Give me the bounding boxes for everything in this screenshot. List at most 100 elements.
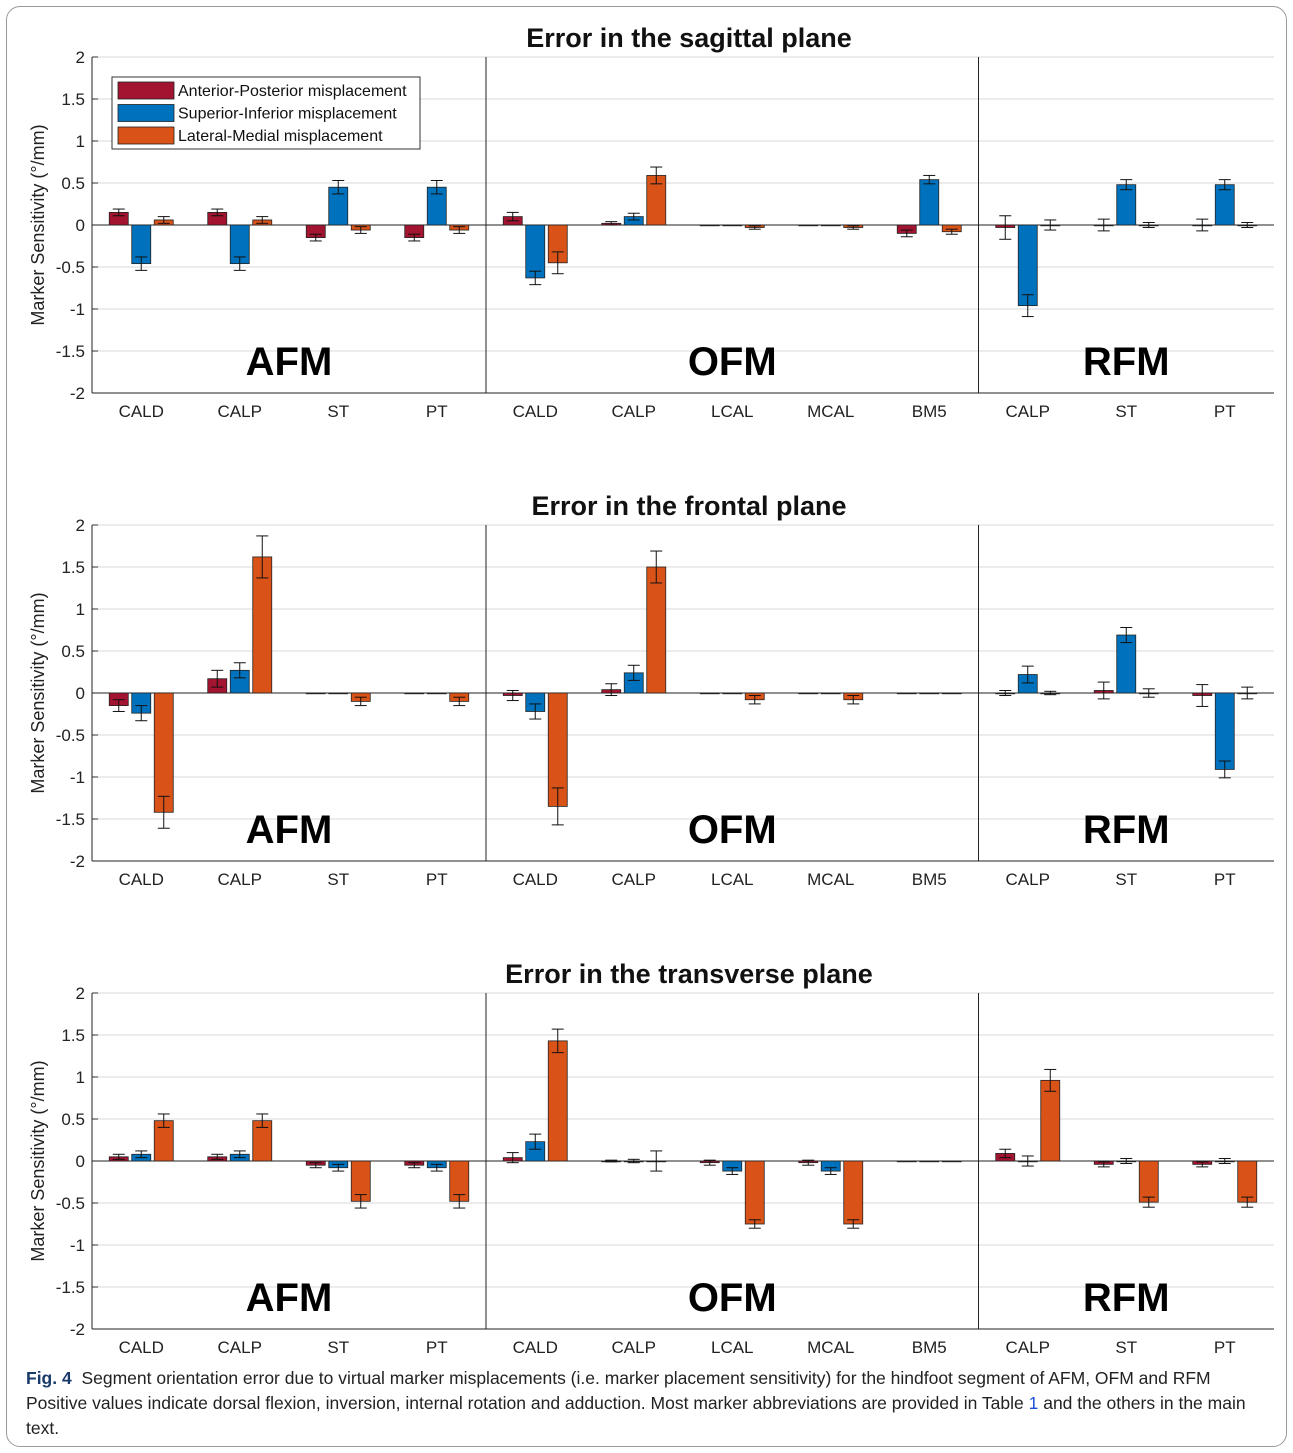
y-tick-label: 1.5 (61, 1026, 85, 1045)
bar (798, 692, 819, 695)
x-tick-label: MCAL (807, 870, 854, 889)
x-tick-label: PT (1214, 402, 1236, 421)
figure-caption-text: Segment orientation error due to virtual… (26, 1368, 1211, 1413)
panel-title: Error in the transverse plane (505, 959, 873, 989)
x-tick-label: LCAL (711, 870, 754, 889)
y-tick-label: 2 (76, 984, 85, 1003)
x-tick-label: CALD (119, 1338, 164, 1357)
y-tick-label: -1.5 (56, 810, 85, 829)
group-label-rfm: RFM (1083, 340, 1170, 384)
bar (1040, 1079, 1061, 1162)
bar (820, 692, 841, 695)
x-tick-label: CALD (119, 870, 164, 889)
y-tick-label: 0.5 (61, 1110, 85, 1129)
bar (328, 692, 349, 695)
panel-title: Error in the sagittal plane (526, 23, 852, 53)
y-tick-label: 0 (76, 684, 85, 703)
y-tick-label: 0 (76, 1152, 85, 1171)
bar (699, 224, 720, 227)
bar (305, 692, 326, 695)
chart-panel-0: Error in the sagittal plane 2 1.5 1 0.5 0 -0.5… (28, 23, 1274, 421)
x-tick-label: PT (1214, 870, 1236, 889)
figure-caption-label: Fig. 4 (26, 1368, 72, 1388)
bar (798, 224, 819, 227)
x-tick-label: CALP (218, 1338, 262, 1357)
group-label-ofm: OFM (688, 1276, 777, 1320)
bar (919, 1160, 940, 1163)
panel-title: Error in the frontal plane (531, 491, 846, 521)
y-tick-label: -2 (70, 852, 85, 871)
bar (843, 1160, 864, 1225)
x-tick-label: LCAL (711, 402, 754, 421)
group-label-rfm: RFM (1083, 808, 1170, 852)
x-tick-label: MCAL (807, 402, 854, 421)
x-tick-label: ST (1115, 402, 1137, 421)
y-tick-label: 1 (76, 132, 85, 151)
group-label-afm: AFM (246, 1276, 333, 1320)
legend-entry: Lateral-Medial misplacement (178, 128, 383, 145)
bar (820, 224, 841, 227)
x-tick-label: BM5 (912, 1338, 947, 1357)
y-axis-label: Marker Sensitivity (°/mm) (28, 592, 48, 793)
group-label-afm: AFM (246, 808, 333, 852)
x-tick-label: PT (426, 1338, 448, 1357)
bar (722, 224, 743, 227)
bar (1214, 184, 1235, 226)
y-tick-label: -1.5 (56, 1278, 85, 1297)
x-tick-label: CALP (1006, 1338, 1050, 1357)
bar (547, 1040, 568, 1162)
x-tick-label: CALD (513, 402, 558, 421)
y-tick-label: -1 (70, 768, 85, 787)
x-tick-label: ST (1115, 1338, 1137, 1357)
x-tick-label: PT (426, 402, 448, 421)
y-axis-label: Marker Sensitivity (°/mm) (28, 124, 48, 325)
bar (941, 1160, 962, 1163)
x-tick-label: CALD (119, 402, 164, 421)
x-tick-label: CALP (612, 402, 656, 421)
y-tick-label: 0 (76, 216, 85, 235)
x-tick-label: CALD (513, 1338, 558, 1357)
legend-swatch (117, 126, 175, 145)
group-label-ofm: OFM (688, 808, 777, 852)
y-tick-label: 1.5 (61, 558, 85, 577)
bar (525, 224, 546, 279)
y-tick-label: 0.5 (61, 642, 85, 661)
figure-caption: Fig. 4 Segment orientation error due to … (26, 1366, 1266, 1441)
bar (426, 692, 447, 695)
figure-charts: Error in the sagittal plane 2 1.5 1 0.5 0 -0.5… (28, 23, 1274, 1357)
table-reference-link[interactable]: 1 (1028, 1393, 1039, 1413)
x-tick-label: ST (1115, 870, 1137, 889)
group-label-afm: AFM (246, 340, 333, 384)
bar (1116, 184, 1137, 226)
x-tick-label: BM5 (912, 870, 947, 889)
x-tick-label: ST (327, 1338, 349, 1357)
figure-caption-text-end: and the others in the main text. (26, 1393, 1246, 1438)
y-tick-label: 1 (76, 600, 85, 619)
bar (153, 692, 174, 813)
bar (896, 692, 917, 695)
legend-swatch (117, 104, 175, 122)
x-tick-label: CALP (1006, 402, 1050, 421)
legend-entry: Superior-Inferior misplacement (178, 106, 397, 123)
bar (919, 179, 940, 226)
bar (1138, 1160, 1159, 1203)
bar (941, 692, 962, 695)
x-tick-label: CALP (612, 1338, 656, 1357)
x-tick-label: PT (1214, 1338, 1236, 1357)
chart-panel-2: Error in the transverse plane 2 1.5 1 0.5 0 -0… (28, 959, 1274, 1357)
legend-entry: Anterior-Posterior misplacement (178, 83, 407, 100)
legend-swatch (117, 81, 175, 100)
chart-panel-1: Error in the frontal plane 2 1.5 1 0.5 0 -0.5 -… (28, 491, 1274, 889)
y-tick-label: 1 (76, 1068, 85, 1087)
bar (1237, 1160, 1258, 1203)
bar (722, 692, 743, 695)
bar (896, 1160, 917, 1163)
bar (699, 692, 720, 695)
y-tick-label: -1.5 (56, 342, 85, 361)
x-tick-label: LCAL (711, 1338, 754, 1357)
y-tick-label: -0.5 (56, 726, 85, 745)
y-tick-label: -0.5 (56, 1194, 85, 1213)
x-tick-label: MCAL (807, 1338, 854, 1357)
y-tick-label: -1 (70, 300, 85, 319)
bar (646, 566, 667, 694)
